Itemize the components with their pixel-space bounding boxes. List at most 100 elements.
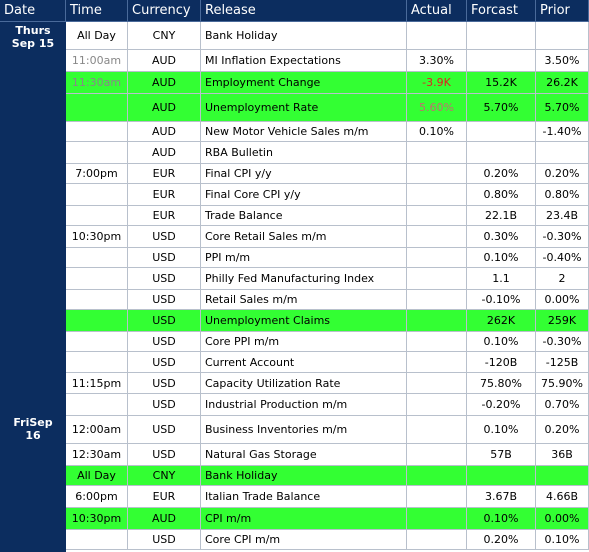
cell-prior: 0.70% [536, 394, 589, 416]
cell-forecast: -0.20% [467, 394, 536, 416]
cell-actual [407, 352, 467, 373]
cell-time: 7:00pm [66, 164, 128, 184]
cell-prior: 2 [536, 268, 589, 290]
cell-actual [407, 466, 467, 486]
date-label: Sep 15 [11, 37, 55, 50]
cell-prior: 3.50% [536, 50, 589, 72]
cell-release: MI Inflation Expectations [201, 50, 407, 72]
cell-time: 6:00pm [66, 486, 128, 508]
cell-time: 10:30pm [66, 508, 128, 530]
cell-prior: 0.80% [536, 184, 589, 206]
cell-release: Capacity Utilization Rate [201, 373, 407, 394]
cell-prior: 75.90% [536, 373, 589, 394]
cell-actual [407, 226, 467, 248]
cell-release: Business Inventories m/m [201, 416, 407, 444]
cell-prior: 0.20% [536, 416, 589, 444]
cell-forecast: 57B [467, 444, 536, 466]
cell-currency: CNY [128, 22, 201, 50]
cell-prior: 36B [536, 444, 589, 466]
cell-currency: USD [128, 310, 201, 332]
cell-actual [407, 332, 467, 352]
cell-prior: -0.30% [536, 332, 589, 352]
cell-time [66, 394, 128, 416]
cell-actual [407, 206, 467, 226]
cell-time [66, 290, 128, 310]
cell-time [66, 530, 128, 550]
cell-forecast: -0.10% [467, 290, 536, 310]
cell-currency: EUR [128, 206, 201, 226]
cell-currency: USD [128, 530, 201, 550]
cell-release: Trade Balance [201, 206, 407, 226]
cell-actual [407, 530, 467, 550]
cell-actual [407, 416, 467, 444]
date-label: FriSep [13, 416, 53, 429]
cell-prior: 26.2K [536, 72, 589, 94]
cell-time [66, 248, 128, 268]
cell-currency: USD [128, 248, 201, 268]
cell-release: Core Retail Sales m/m [201, 226, 407, 248]
cell-time: 12:00am [66, 416, 128, 444]
cell-actual [407, 373, 467, 394]
cell-time [66, 184, 128, 206]
cell-prior: -0.30% [536, 226, 589, 248]
cell-actual [407, 142, 467, 164]
cell-forecast [467, 122, 536, 142]
cell-forecast [467, 22, 536, 50]
cell-time [66, 310, 128, 332]
cell-forecast: 0.20% [467, 164, 536, 184]
cell-release: Current Account [201, 352, 407, 373]
header-forecast: Forcast [467, 0, 536, 22]
cell-currency: EUR [128, 184, 201, 206]
cell-time [66, 352, 128, 373]
header-release: Release [201, 0, 407, 22]
cell-release: PPI m/m [201, 248, 407, 268]
cell-actual [407, 248, 467, 268]
cell-release: Bank Holiday [201, 466, 407, 486]
date-label: Thurs [15, 24, 51, 37]
cell-time: 12:30am [66, 444, 128, 466]
cell-currency: USD [128, 373, 201, 394]
cell-actual [407, 290, 467, 310]
cell-currency: AUD [128, 50, 201, 72]
cell-prior [536, 142, 589, 164]
cell-forecast [467, 142, 536, 164]
header-currency: Currency [128, 0, 201, 22]
header-actual: Actual [407, 0, 467, 22]
cell-release: Unemployment Claims [201, 310, 407, 332]
cell-release: RBA Bulletin [201, 142, 407, 164]
cell-currency: USD [128, 444, 201, 466]
cell-time [66, 206, 128, 226]
cell-prior: 259K [536, 310, 589, 332]
cell-actual [407, 394, 467, 416]
cell-prior: 0.00% [536, 290, 589, 310]
cell-forecast: 0.10% [467, 416, 536, 444]
cell-forecast: 3.67B [467, 486, 536, 508]
cell-time: 10:30pm [66, 226, 128, 248]
cell-currency: EUR [128, 486, 201, 508]
cell-forecast: 0.10% [467, 508, 536, 530]
cell-release: New Motor Vehicle Sales m/m [201, 122, 407, 142]
cell-time: 11:00am [66, 50, 128, 72]
cell-release: Retail Sales m/m [201, 290, 407, 310]
date-label: 16 [25, 429, 41, 442]
cell-currency: EUR [128, 164, 201, 184]
cell-release: Industrial Production m/m [201, 394, 407, 416]
cell-currency: USD [128, 332, 201, 352]
cell-release: Core PPI m/m [201, 332, 407, 352]
cell-prior [536, 22, 589, 50]
cell-release: Final Core CPI y/y [201, 184, 407, 206]
header-time: Time [66, 0, 128, 22]
cell-forecast: 0.80% [467, 184, 536, 206]
cell-prior: 0.00% [536, 508, 589, 530]
cell-time [66, 268, 128, 290]
cell-prior: -0.40% [536, 248, 589, 268]
cell-currency: USD [128, 226, 201, 248]
cell-currency: AUD [128, 72, 201, 94]
cell-actual [407, 486, 467, 508]
cell-time: 11:30am [66, 72, 128, 94]
cell-release: Employment Change [201, 72, 407, 94]
cell-prior: 23.4B [536, 206, 589, 226]
cell-time: All Day [66, 466, 128, 486]
cell-forecast: 0.10% [467, 248, 536, 268]
cell-forecast: 262K [467, 310, 536, 332]
